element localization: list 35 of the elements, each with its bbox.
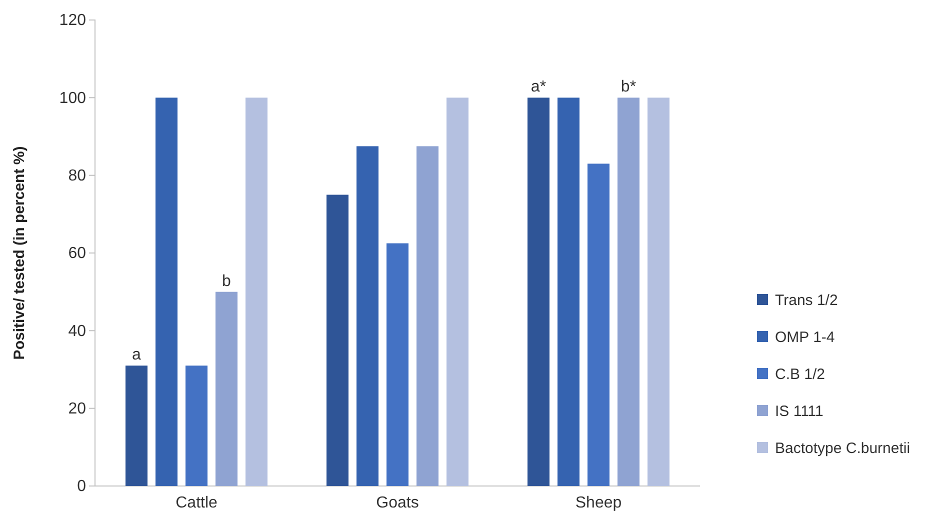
bar (246, 98, 268, 486)
legend-label: OMP 1-4 (775, 329, 835, 346)
x-tick-label: Cattle (176, 494, 218, 512)
legend-label: IS 1111 (775, 403, 824, 420)
bar (557, 98, 580, 486)
data-label: b (222, 272, 232, 290)
bar (186, 366, 208, 486)
bar (527, 98, 550, 486)
y-tick-label: 40 (68, 322, 86, 340)
x-tick-label: Sheep (575, 494, 622, 512)
y-tick-label: 20 (68, 400, 86, 418)
legend-label: C.B 1/2 (775, 366, 826, 383)
bar (446, 98, 468, 486)
y-axis-title: Positive/ tested (in percent %) (11, 146, 28, 360)
bar (647, 98, 670, 486)
y-tick-label: 100 (59, 90, 86, 107)
bar (416, 146, 438, 486)
y-tick-label: 0 (77, 478, 86, 496)
data-label: a (132, 346, 142, 364)
y-tick-label: 120 (59, 12, 86, 30)
y-tick-label: 80 (68, 167, 86, 184)
legend-label: Trans 1/2 (775, 292, 838, 309)
y-tick-label: 60 (68, 245, 86, 262)
data-label: a* (530, 78, 546, 96)
bar (386, 243, 408, 486)
bar (156, 98, 178, 486)
x-tick-label: Goats (376, 494, 419, 512)
bar (326, 194, 348, 486)
legend-label: Bactotype C.burnetii (775, 440, 910, 457)
bar (126, 366, 148, 486)
bar (587, 164, 610, 486)
data-label: b* (620, 78, 636, 96)
bar (216, 292, 238, 486)
bar (617, 98, 640, 486)
bar (356, 146, 378, 486)
